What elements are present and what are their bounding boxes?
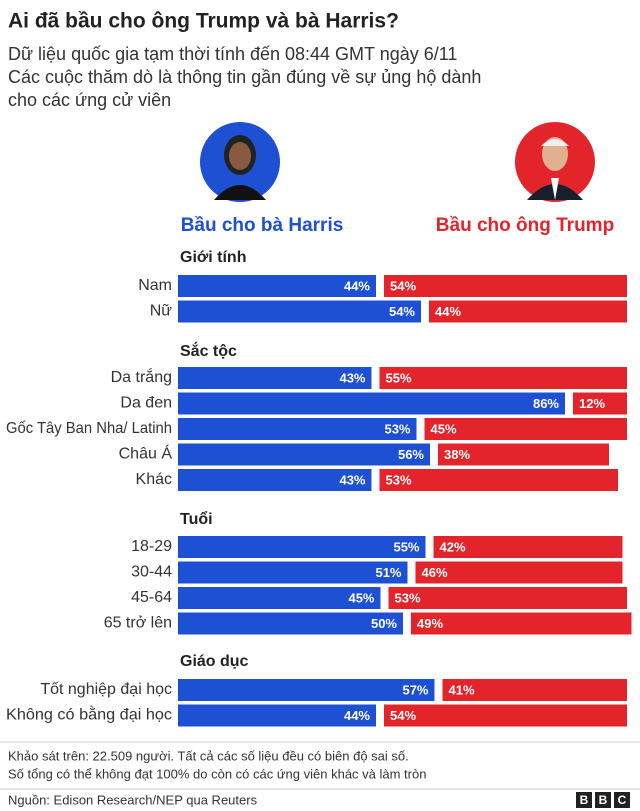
- category-label: Da đen: [120, 395, 172, 412]
- value-label: 54%: [389, 304, 415, 319]
- source: Nguồn: Edison Research/NEP qua Reuters: [8, 792, 258, 807]
- value-label: 54%: [390, 708, 416, 723]
- value-label: 42%: [440, 539, 466, 554]
- harris-portrait: [200, 122, 280, 202]
- title: Ai đã bầu cho ông Trump và bà Harris?: [8, 10, 399, 33]
- value-label: 55%: [393, 539, 419, 554]
- value-label: 43%: [339, 370, 365, 385]
- value-label: 44%: [435, 304, 461, 319]
- group-title: Tuổi: [180, 510, 213, 528]
- subtitle: Các cuộc thăm dò là thông tin gần đúng v…: [8, 67, 481, 87]
- bar: [178, 612, 403, 635]
- value-label: 46%: [422, 565, 448, 580]
- category-label: Nữ: [150, 303, 173, 320]
- bar: [178, 679, 435, 701]
- category-label: Da trắng: [111, 367, 172, 386]
- value-label: 43%: [339, 472, 365, 487]
- bar: [178, 587, 381, 609]
- value-label: 57%: [402, 682, 428, 697]
- logo-letter: B: [599, 793, 608, 807]
- value-label: 12%: [579, 396, 605, 411]
- bar: [178, 275, 376, 297]
- logo-letter: B: [580, 793, 589, 807]
- bar: [178, 561, 408, 584]
- value-label: 44%: [344, 708, 370, 723]
- value-label: 86%: [533, 396, 559, 411]
- bar: [424, 418, 627, 440]
- value-label: 53%: [384, 421, 410, 436]
- bar: [178, 300, 421, 323]
- bar: [433, 536, 623, 558]
- category-label: 30-44: [131, 564, 172, 581]
- bar: [384, 275, 627, 297]
- category-label: 65 trở lên: [104, 615, 172, 632]
- subtitle: cho các ứng cử viên: [8, 90, 171, 110]
- bar: [573, 392, 627, 415]
- value-label: 38%: [444, 447, 470, 462]
- group-title: Giáo dục: [180, 653, 249, 670]
- value-label: 53%: [386, 472, 412, 487]
- value-label: 45%: [431, 421, 457, 436]
- legend-label: Bầu cho ông Trump: [436, 215, 614, 236]
- value-label: 54%: [390, 278, 416, 293]
- bar: [442, 679, 627, 701]
- value-label: 53%: [395, 590, 421, 605]
- category-label: Nam: [138, 277, 172, 294]
- value-label: 56%: [398, 447, 424, 462]
- bar: [429, 300, 627, 323]
- note: Khảo sát trên: 22.509 người. Tất cả các …: [8, 748, 409, 763]
- bar: [178, 704, 376, 727]
- trump-portrait: [515, 122, 595, 202]
- category-label: Khác: [136, 471, 172, 488]
- category-label: Gốc Tây Ban Nha/ Latinh: [6, 420, 172, 437]
- group-title: Giới tính: [180, 249, 246, 266]
- logo: B B C: [576, 792, 630, 808]
- subtitle: Dữ liệu quốc gia tạm thời tính đến 08:44…: [8, 44, 457, 64]
- bar: [438, 443, 609, 466]
- bar: [178, 418, 417, 440]
- note: Số tổng có thể không đạt 100% do còn có …: [8, 766, 426, 781]
- value-label: 55%: [386, 370, 412, 385]
- logo-letter: C: [618, 793, 627, 807]
- bar: [379, 367, 627, 389]
- bar: [178, 536, 426, 558]
- bar: [384, 704, 627, 727]
- value-label: 41%: [449, 682, 475, 697]
- bar: [178, 392, 565, 415]
- category-label: Tốt nghiệp đại học: [40, 681, 172, 698]
- value-label: 49%: [417, 616, 443, 631]
- category-label: 18-29: [131, 538, 172, 555]
- value-label: 45%: [348, 590, 374, 605]
- bar: [388, 587, 627, 609]
- bar: [178, 443, 430, 466]
- group-title: Sắc tộc: [180, 341, 237, 360]
- bar: [415, 561, 623, 584]
- category-label: Châu Á: [119, 444, 173, 463]
- category-label: Không có bằng đại học: [6, 705, 172, 724]
- legend-label: Bầu cho bà Harris: [181, 215, 344, 236]
- value-label: 44%: [344, 278, 370, 293]
- bar: [178, 367, 372, 389]
- bar: [379, 469, 618, 491]
- value-label: 51%: [375, 565, 401, 580]
- bar: [178, 469, 372, 491]
- category-label: 45-64: [131, 589, 172, 606]
- value-label: 50%: [371, 616, 397, 631]
- bar: [411, 612, 632, 635]
